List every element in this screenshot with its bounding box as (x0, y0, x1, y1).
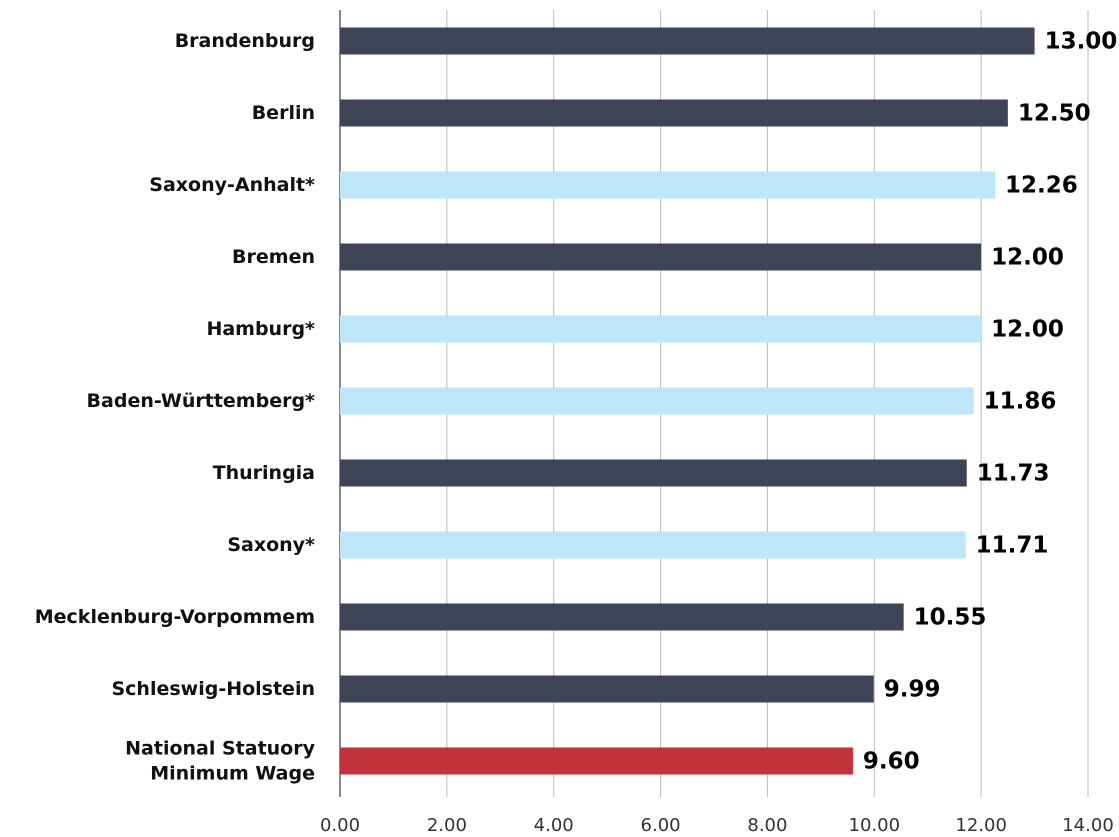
category-line: Berlin (252, 102, 315, 124)
bar (340, 603, 904, 631)
value-label: 12.26 (1005, 173, 1078, 199)
category-line: Baden-Württemberg* (87, 390, 316, 412)
category-line: Hamburg* (206, 318, 315, 340)
category-line: Mecklenburg-Vorpommem (35, 606, 315, 628)
category-label: Bremen (232, 246, 315, 268)
bar (340, 531, 966, 559)
value-label: 12.50 (1018, 101, 1091, 127)
bar (340, 459, 967, 487)
bar (340, 315, 982, 343)
x-tick-label: 2.00 (427, 815, 467, 836)
value-label: 10.55 (914, 605, 987, 631)
value-label: 12.00 (991, 245, 1064, 271)
value-label: 12.00 (991, 317, 1064, 343)
value-label: 9.60 (863, 749, 920, 775)
bar (340, 27, 1035, 55)
x-tick-label: 6.00 (641, 815, 681, 836)
bar (340, 675, 874, 703)
bar (340, 99, 1008, 127)
x-tick-label: 10.00 (849, 815, 901, 836)
category-label: Brandenburg (175, 30, 315, 52)
category-label: Hamburg* (206, 318, 315, 340)
x-tick-label: 8.00 (747, 815, 787, 836)
category-label: Berlin (252, 102, 315, 124)
value-label: 11.86 (984, 389, 1057, 415)
value-label: 9.99 (884, 677, 941, 703)
bar (340, 387, 974, 415)
category-line: Saxony* (227, 534, 315, 556)
category-label: Mecklenburg-Vorpommem (35, 606, 315, 628)
value-label: 13.00 (1045, 29, 1118, 55)
bar (340, 243, 982, 271)
x-tick-label: 0.00 (320, 815, 360, 836)
category-label: National Statuory Minimum Wage (125, 737, 315, 784)
category-line: Schleswig-Holstein (111, 678, 315, 700)
bar (340, 747, 853, 775)
category-line: Thuringia (213, 462, 315, 484)
category-label: Saxony* (227, 534, 315, 556)
category-line: National Statuory (125, 737, 315, 759)
category-line: Saxony-Anhalt* (149, 174, 315, 196)
x-tick-label: 12.00 (955, 815, 1007, 836)
value-label: 11.73 (977, 461, 1050, 487)
category-line: Bremen (232, 246, 315, 268)
category-line: Minimum Wage (150, 762, 315, 784)
x-tick-label: 4.00 (534, 815, 574, 836)
category-label: Thuringia (213, 462, 315, 484)
x-tick-label: 14.00 (1062, 815, 1114, 836)
category-label: Schleswig-Holstein (111, 678, 315, 700)
category-label: Baden-Württemberg* (87, 390, 316, 412)
category-label: Saxony-Anhalt* (149, 174, 315, 196)
bar (340, 171, 996, 199)
value-label: 11.71 (976, 533, 1049, 559)
category-line: Brandenburg (175, 30, 315, 52)
